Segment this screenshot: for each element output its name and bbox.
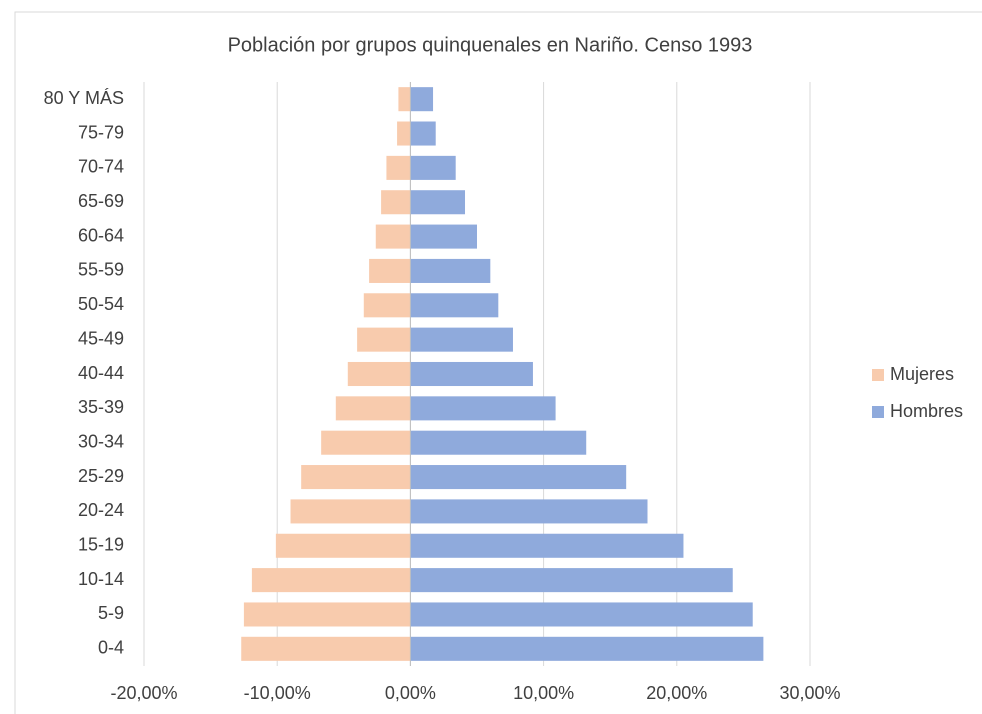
bar (375, 224, 411, 249)
bar (363, 293, 411, 318)
bar (410, 361, 533, 387)
bar (275, 533, 411, 558)
legend-swatch (872, 406, 884, 418)
y-tick-label: 25-29 (78, 466, 124, 486)
y-tick-label: 50-54 (78, 294, 124, 314)
y-tick-label: 30-34 (78, 431, 124, 451)
bar (410, 396, 556, 421)
bar (381, 190, 411, 215)
y-tick-label: 5-9 (98, 603, 124, 623)
bar (290, 499, 411, 524)
bar (410, 258, 491, 283)
y-tick-label: 0-4 (98, 638, 124, 658)
y-tick-label: 40-44 (78, 363, 124, 383)
bar (410, 87, 434, 112)
bar (241, 636, 411, 661)
bar (410, 224, 477, 249)
y-tick-label: 55-59 (78, 260, 124, 280)
bar (410, 121, 436, 146)
legend-swatch (872, 369, 884, 381)
y-tick-label: 35-39 (78, 397, 124, 417)
x-tick-label: -20,00% (110, 683, 177, 703)
bar (410, 568, 733, 593)
bar (410, 293, 499, 318)
x-tick-label: -10,00% (244, 683, 311, 703)
bar (410, 636, 764, 661)
bar (335, 396, 411, 421)
bar (251, 568, 411, 593)
bar (410, 430, 587, 455)
x-tick-label: 10,00% (513, 683, 574, 703)
bar (410, 499, 648, 524)
bar (410, 533, 684, 558)
bar (410, 465, 627, 490)
bar (357, 327, 411, 352)
bar (386, 155, 411, 180)
y-tick-label: 75-79 (78, 122, 124, 142)
bar (243, 602, 411, 627)
y-tick-label: 10-14 (78, 569, 124, 589)
bar (301, 465, 411, 490)
y-tick-label: 20-24 (78, 500, 124, 520)
y-tick-label: 60-64 (78, 225, 124, 245)
bar (369, 258, 411, 283)
y-tick-label: 65-69 (78, 191, 124, 211)
legend-label: Hombres (890, 401, 963, 421)
y-tick-label: 80 Y MÁS (44, 88, 124, 108)
x-tick-label: 20,00% (646, 683, 707, 703)
bar (397, 121, 411, 146)
bar (398, 87, 411, 112)
y-tick-label: 70-74 (78, 157, 124, 177)
y-tick-label: 15-19 (78, 535, 124, 555)
bar (321, 430, 411, 455)
legend-label: Mujeres (890, 364, 954, 384)
bar (347, 361, 411, 387)
bar (410, 190, 466, 215)
bar (410, 155, 456, 180)
bar (410, 602, 753, 627)
chart-title: Población por grupos quinquenales en Nar… (228, 34, 753, 56)
y-tick-label: 45-49 (78, 328, 124, 348)
x-tick-label: 30,00% (779, 683, 840, 703)
bar (410, 327, 513, 352)
x-tick-label: 0,00% (385, 683, 436, 703)
